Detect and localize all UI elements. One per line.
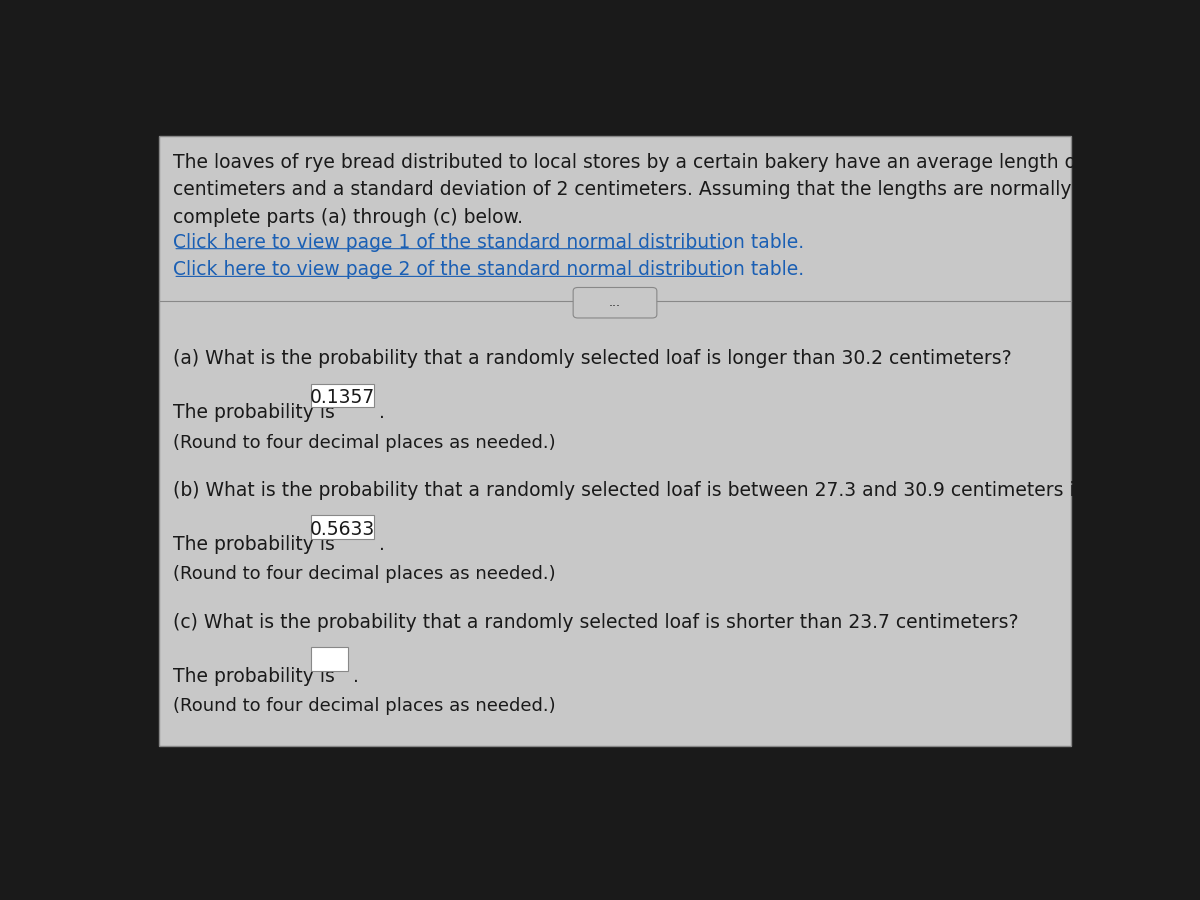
FancyBboxPatch shape — [311, 647, 348, 670]
Text: Click here to view page 1 of the standard normal distribution table.: Click here to view page 1 of the standar… — [173, 233, 804, 252]
Text: (Round to four decimal places as needed.): (Round to four decimal places as needed.… — [173, 434, 556, 452]
FancyBboxPatch shape — [311, 383, 374, 408]
Text: The probability is: The probability is — [173, 403, 341, 422]
Text: ...: ... — [610, 296, 622, 310]
Text: The probability is: The probability is — [173, 535, 341, 554]
Text: .: . — [379, 403, 385, 422]
Text: Click here to view page 2 of the standard normal distribution table.: Click here to view page 2 of the standar… — [173, 260, 804, 280]
FancyBboxPatch shape — [160, 136, 1070, 745]
Text: 0.1357: 0.1357 — [310, 388, 376, 407]
FancyBboxPatch shape — [574, 287, 656, 318]
Text: The probability is: The probability is — [173, 667, 341, 686]
Text: (c) What is the probability that a randomly selected loaf is shorter than 23.7 c: (c) What is the probability that a rando… — [173, 613, 1019, 632]
Text: (Round to four decimal places as needed.): (Round to four decimal places as needed.… — [173, 698, 556, 716]
Text: .: . — [379, 535, 385, 554]
Text: (a) What is the probability that a randomly selected loaf is longer than 30.2 ce: (a) What is the probability that a rando… — [173, 349, 1012, 368]
Text: .: . — [353, 667, 359, 686]
Text: (Round to four decimal places as needed.): (Round to four decimal places as needed.… — [173, 565, 556, 583]
Text: The loaves of rye bread distributed to local stores by a certain bakery have an : The loaves of rye bread distributed to l… — [173, 153, 1186, 227]
FancyBboxPatch shape — [311, 516, 374, 539]
Text: (b) What is the probability that a randomly selected loaf is between 27.3 and 30: (b) What is the probability that a rando… — [173, 481, 1163, 500]
Text: 0.5633: 0.5633 — [310, 520, 376, 539]
